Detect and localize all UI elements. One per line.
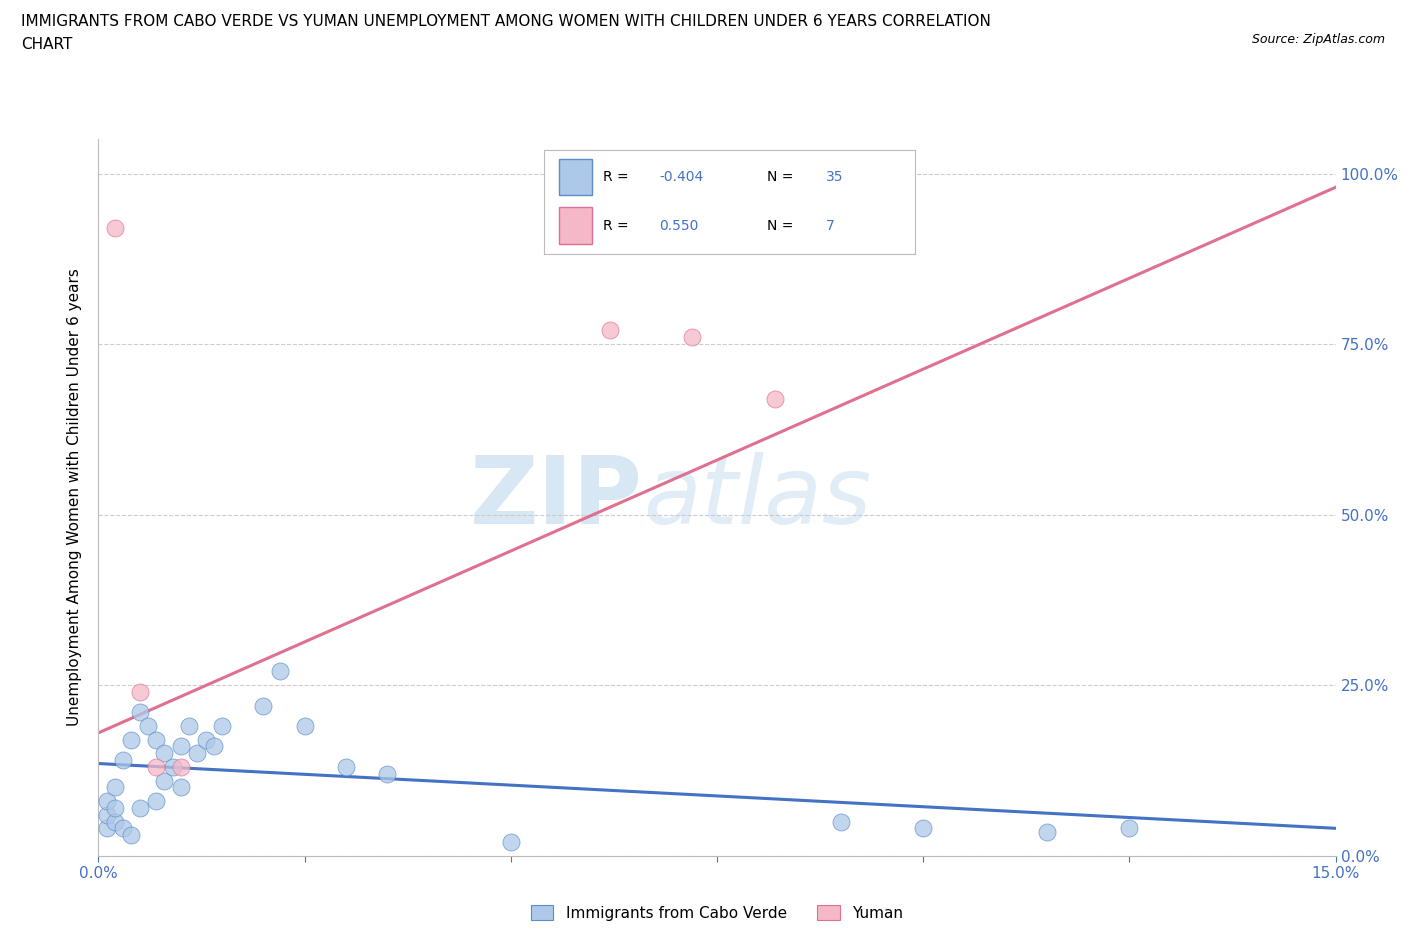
Point	[145, 760, 167, 775]
Point	[179, 719, 201, 734]
Point	[96, 821, 118, 836]
Text: Source: ZipAtlas.com: Source: ZipAtlas.com	[1251, 33, 1385, 46]
Point	[599, 323, 621, 338]
Point	[294, 719, 316, 734]
Point	[104, 801, 127, 816]
Point	[104, 814, 127, 829]
Point	[499, 834, 522, 849]
Point	[120, 828, 142, 843]
Point	[128, 684, 150, 699]
Y-axis label: Unemployment Among Women with Children Under 6 years: Unemployment Among Women with Children U…	[67, 269, 83, 726]
Legend: Immigrants from Cabo Verde, Yuman: Immigrants from Cabo Verde, Yuman	[524, 898, 910, 926]
Point	[912, 821, 935, 836]
Point	[112, 821, 135, 836]
Point	[211, 719, 233, 734]
Point	[375, 766, 398, 781]
Point	[153, 773, 176, 788]
Point	[830, 814, 852, 829]
Point	[128, 705, 150, 720]
Point	[186, 746, 208, 761]
Point	[194, 732, 217, 747]
Point	[681, 330, 703, 345]
Point	[763, 392, 786, 406]
Point	[252, 698, 274, 713]
Point	[136, 719, 159, 734]
Point	[335, 760, 357, 775]
Text: IMMIGRANTS FROM CABO VERDE VS YUMAN UNEMPLOYMENT AMONG WOMEN WITH CHILDREN UNDER: IMMIGRANTS FROM CABO VERDE VS YUMAN UNEM…	[21, 14, 991, 29]
Point	[202, 739, 225, 754]
Point	[120, 732, 142, 747]
Point	[153, 746, 176, 761]
Point	[145, 732, 167, 747]
Point	[145, 793, 167, 808]
Point	[96, 793, 118, 808]
Point	[128, 801, 150, 816]
Text: atlas: atlas	[643, 452, 872, 543]
Point	[96, 807, 118, 822]
Point	[170, 760, 193, 775]
Text: CHART: CHART	[21, 37, 73, 52]
Point	[1036, 824, 1059, 839]
Point	[269, 664, 291, 679]
Point	[162, 760, 184, 775]
Text: ZIP: ZIP	[470, 452, 643, 543]
Point	[104, 780, 127, 795]
Point	[104, 220, 127, 235]
Point	[112, 752, 135, 767]
Point	[170, 780, 193, 795]
Point	[170, 739, 193, 754]
Point	[1118, 821, 1140, 836]
